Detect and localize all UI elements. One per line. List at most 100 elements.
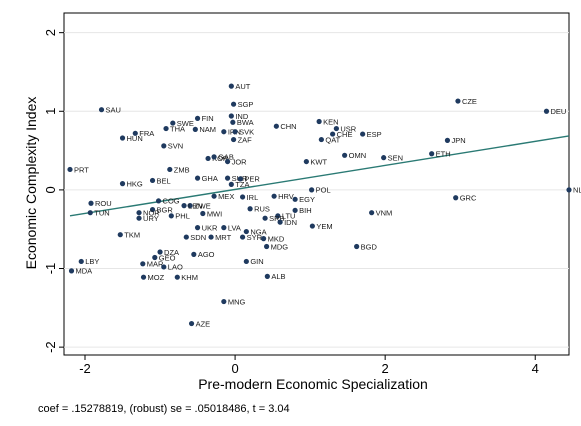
data-point [161,143,167,149]
data-point [228,181,234,187]
point-label: EGY [299,195,315,204]
point-label: SEN [388,153,403,162]
point-label: SDN [190,233,206,242]
data-point [453,195,459,201]
point-label: LVA [228,223,241,232]
data-point [275,213,281,219]
data-point [381,155,387,161]
point-label: LBN [188,201,203,210]
data-point [167,166,173,173]
data-point [98,107,105,113]
data-point [149,206,156,213]
data-point [163,125,169,132]
data-point [192,126,198,132]
data-point [239,234,246,240]
point-label: RUS [254,205,270,214]
point-label: PER [244,175,260,184]
point-label: SVN [168,142,183,151]
data-point [136,215,142,221]
data-point [342,152,348,158]
data-point [316,118,322,125]
data-point [119,135,126,141]
data-point [273,123,279,129]
data-point [170,120,176,126]
gridlines [64,32,569,348]
data-point [247,206,253,212]
data-point [429,151,435,157]
point-label: CHE [337,130,353,139]
data-point [260,236,267,242]
data-point [243,258,249,265]
data-point [330,131,336,137]
point-label: MOZ [148,273,165,282]
y-tick-label: -2 [43,341,58,353]
data-point [194,115,201,121]
data-point [262,215,268,221]
point-label: MAR [147,260,164,269]
point-label: LAO [168,263,183,272]
point-label: AUT [235,82,250,91]
point-label: SWE [177,119,194,128]
x-tick-label: 2 [382,361,389,376]
point-label: GEO [159,253,176,262]
point-label: MKD [268,234,285,243]
point-label: ESP [367,130,382,139]
point-label: YEM [316,222,332,231]
x-tick-label: -2 [79,361,91,376]
plot-area [63,12,570,356]
point-label: HUN [127,134,143,143]
point-label: KWT [310,157,327,166]
point-label: CHN [280,122,296,131]
data-point [200,210,206,217]
point-label: AGO [198,250,215,259]
data-point [87,210,93,216]
point-label: AZE [196,319,211,328]
data-point [543,108,550,114]
point-label: KOR [212,154,229,163]
fit-line-group [69,135,570,217]
point-label: JPN [451,136,465,145]
point-label: OMN [349,151,367,160]
point-label: SYR [247,233,263,242]
point-label: USR [340,124,356,133]
point-label: UKR [202,223,218,232]
point-label: DZA [164,248,179,257]
data-point [132,130,138,136]
data-point [264,243,270,250]
point-label: IDN [284,218,297,227]
data-point [174,274,180,280]
data-point [168,213,174,219]
point-label: SRB [269,214,284,223]
point-label: IRL [247,193,259,202]
data-point [191,251,197,257]
point-label: JOR [232,157,248,166]
data-point [205,155,211,162]
data-point [187,203,193,209]
data-point [237,176,243,182]
data-point [68,268,75,274]
point-label: LTU [282,212,296,221]
point-label: MDG [271,242,289,251]
data-point [444,137,451,143]
data-point [221,298,227,305]
point-label: MEX [218,192,234,201]
data-point [221,225,227,231]
data-point [78,258,84,265]
point-label: KHM [181,273,198,282]
axes: 2 1 0 -1 -2 -2 0 2 4 [43,29,539,376]
data-point [181,203,187,209]
data-point [221,129,227,135]
point-label: NGA [250,227,266,236]
data-point [309,223,315,229]
data-point [354,243,360,250]
point-label: MDA [76,267,93,276]
point-label: MNG [228,297,246,306]
data-point [136,210,142,216]
point-label: NOR [143,208,160,217]
data-point [88,200,94,206]
point-label: DEU [550,107,566,116]
point-label: NLD [573,186,581,195]
point-label: FRA [139,129,154,138]
data-point [369,210,375,216]
